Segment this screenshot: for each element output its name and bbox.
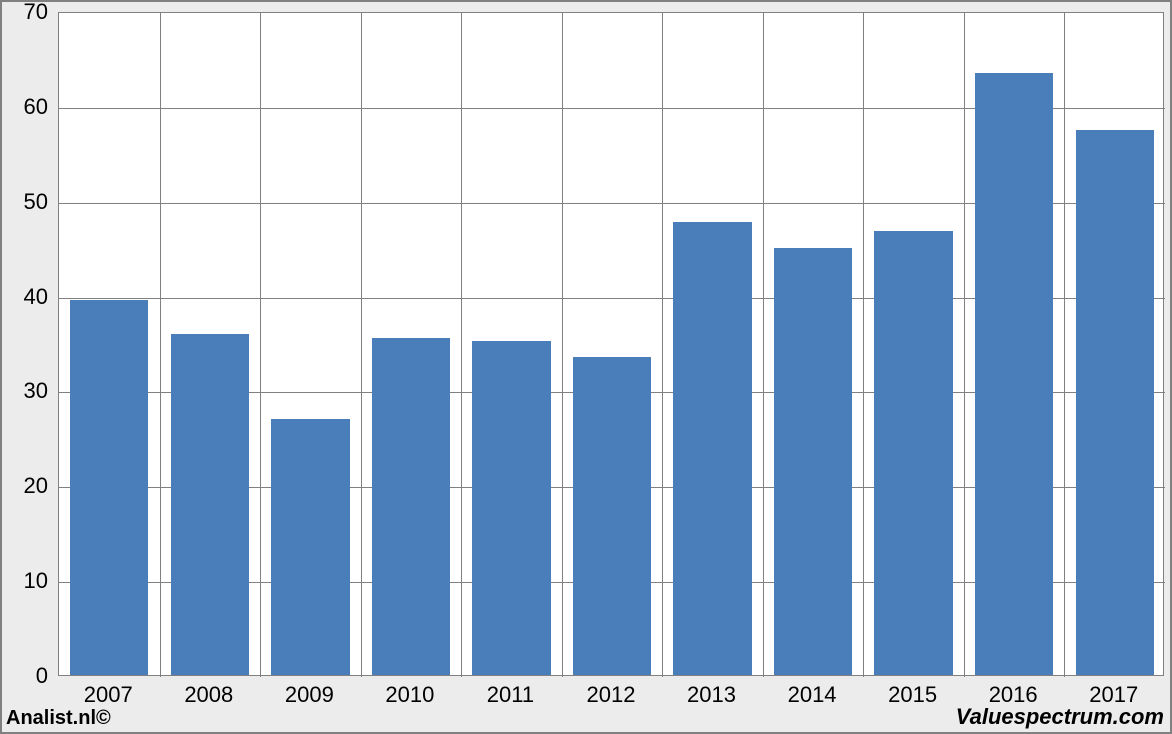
bar: [472, 341, 550, 675]
bar: [774, 248, 852, 675]
chart-container: Analist.nl© Valuespectrum.com 0102030405…: [0, 0, 1172, 734]
x-axis-label: 2008: [159, 682, 260, 708]
bar: [372, 338, 450, 675]
bar: [171, 334, 249, 675]
grid-line-v: [662, 13, 663, 677]
x-axis-label: 2012: [561, 682, 662, 708]
grid-line-v: [160, 13, 161, 677]
x-axis-label: 2013: [661, 682, 762, 708]
y-axis-label: 0: [2, 663, 48, 689]
y-axis-label: 10: [2, 568, 48, 594]
bar: [874, 231, 952, 675]
grid-line-v: [863, 13, 864, 677]
y-axis-label: 30: [2, 378, 48, 404]
x-axis-label: 2009: [259, 682, 360, 708]
bar: [573, 357, 651, 675]
x-axis-label: 2016: [963, 682, 1064, 708]
grid-line-v: [260, 13, 261, 677]
bar: [271, 419, 349, 675]
grid-line-v: [964, 13, 965, 677]
x-axis-label: 2015: [862, 682, 963, 708]
grid-line-v: [461, 13, 462, 677]
bar: [975, 73, 1053, 675]
credit-left: Analist.nl©: [6, 707, 111, 730]
y-axis-label: 50: [2, 189, 48, 215]
y-axis-label: 70: [2, 0, 48, 25]
bar: [1076, 130, 1154, 675]
plot-area: [58, 12, 1164, 676]
grid-line-v: [763, 13, 764, 677]
y-axis-label: 60: [2, 94, 48, 120]
x-axis-label: 2011: [460, 682, 561, 708]
grid-line-v: [562, 13, 563, 677]
x-axis-label: 2017: [1063, 682, 1164, 708]
x-axis-label: 2010: [360, 682, 461, 708]
y-axis-label: 40: [2, 284, 48, 310]
grid-line-v: [1064, 13, 1065, 677]
x-axis-label: 2014: [762, 682, 863, 708]
y-axis-label: 20: [2, 473, 48, 499]
x-axis-label: 2007: [58, 682, 159, 708]
bar: [70, 300, 148, 675]
grid-line-v: [361, 13, 362, 677]
bar: [673, 222, 751, 675]
